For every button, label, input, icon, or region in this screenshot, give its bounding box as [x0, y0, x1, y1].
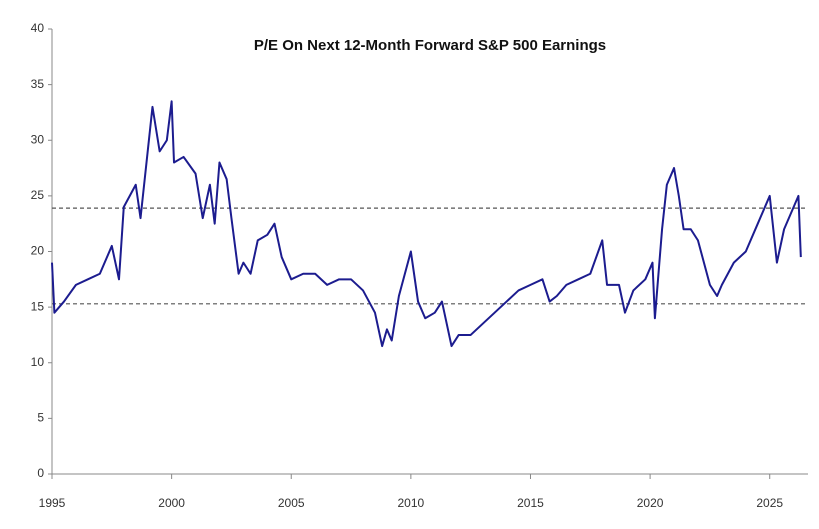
y-tick-label: 0	[37, 466, 44, 480]
data-line	[51, 100, 802, 348]
y-tick-label: 40	[31, 21, 45, 35]
y-tick-label: 5	[37, 411, 44, 425]
x-tick-label: 2005	[278, 496, 305, 510]
x-tick-label: 2015	[517, 496, 544, 510]
x-tick-label: 1995	[39, 496, 66, 510]
y-tick-label: 35	[31, 77, 45, 91]
x-tick-label: 2025	[756, 496, 783, 510]
y-tick-label: 30	[31, 132, 45, 146]
x-tick-label: 2010	[398, 496, 425, 510]
y-tick-label: 10	[31, 355, 45, 369]
y-tick-label: 15	[31, 299, 45, 313]
chart-title: P/E On Next 12-Month Forward S&P 500 Ear…	[254, 37, 606, 54]
y-tick-label: 20	[31, 244, 45, 258]
y-tick-label: 25	[31, 188, 45, 202]
x-tick-label: 2020	[637, 496, 664, 510]
x-tick-label: 2000	[158, 496, 185, 510]
